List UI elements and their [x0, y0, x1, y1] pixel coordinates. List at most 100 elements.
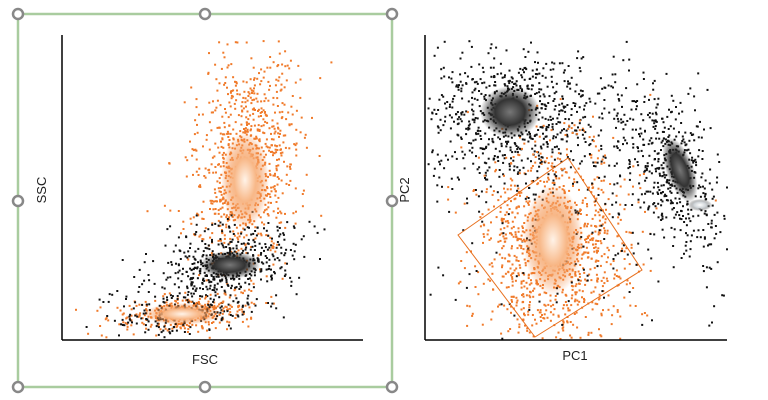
event-dot: [193, 133, 196, 136]
event-dot: [483, 161, 486, 164]
event-dot: [124, 322, 127, 325]
event-dot: [692, 133, 695, 136]
event-dot: [604, 202, 607, 205]
event-dot: [578, 66, 581, 69]
event-dot: [251, 108, 254, 111]
event-dot: [447, 198, 450, 201]
event-dot: [215, 106, 218, 109]
event-dot: [263, 132, 266, 135]
selection-box[interactable]: [16, 12, 394, 389]
event-dot: [557, 315, 560, 318]
event-dot: [478, 210, 481, 213]
event-dot: [196, 212, 199, 215]
event-dot: [595, 259, 598, 262]
event-dot: [163, 301, 166, 304]
event-dot: [702, 245, 705, 248]
event-dot: [311, 116, 313, 119]
event-dot: [583, 223, 586, 226]
event-dot: [628, 160, 631, 163]
event-dot: [316, 231, 319, 234]
event-dot: [599, 77, 602, 80]
event-dot: [120, 323, 123, 326]
event-dot: [180, 232, 182, 235]
resize-handle[interactable]: [11, 194, 25, 208]
event-dot: [680, 142, 683, 145]
event-dot: [248, 92, 251, 95]
event-dot: [264, 111, 266, 113]
resize-handle[interactable]: [385, 380, 399, 394]
event-dot: [596, 157, 599, 160]
event-dot: [710, 267, 713, 270]
event-dot: [711, 197, 714, 200]
event-dot: [622, 244, 625, 247]
resize-handle[interactable]: [198, 380, 212, 394]
event-dot: [213, 212, 216, 215]
event-dot: [209, 208, 211, 210]
event-dot: [652, 125, 655, 128]
event-dot: [553, 181, 556, 184]
event-dot: [669, 202, 672, 205]
event-dot: [207, 321, 210, 324]
event-dot: [562, 329, 565, 332]
event-dot: [596, 265, 599, 268]
event-dot: [663, 126, 666, 129]
event-dot: [583, 297, 585, 300]
event-dot: [619, 277, 622, 280]
event-dot: [242, 96, 245, 99]
event-dot: [305, 173, 308, 176]
event-dot: [591, 231, 594, 234]
event-dot: [289, 276, 292, 279]
event-dot: [536, 176, 539, 179]
event-dot: [502, 235, 505, 238]
event-dot: [214, 200, 217, 203]
event-dot: [515, 194, 518, 196]
event-dot: [562, 97, 564, 100]
event-dot: [600, 312, 603, 315]
event-dot: [631, 204, 634, 206]
event-dot: [578, 129, 581, 132]
event-dot: [471, 242, 474, 245]
event-dot: [272, 210, 275, 213]
event-dot: [627, 167, 630, 170]
gate[interactable]: [457, 157, 643, 338]
event-dot: [201, 295, 204, 298]
event-dot: [567, 309, 570, 312]
event-dot: [567, 127, 570, 130]
resize-handle[interactable]: [11, 380, 25, 394]
event-dot: [196, 123, 198, 126]
event-dot: [521, 230, 524, 233]
event-dot: [208, 168, 211, 171]
resize-handle[interactable]: [385, 194, 399, 208]
resize-handle[interactable]: [385, 7, 399, 21]
event-dot: [655, 137, 658, 140]
event-dot: [242, 107, 245, 110]
event-dot: [226, 219, 229, 222]
event-dot: [613, 183, 616, 186]
event-dot: [198, 235, 201, 238]
event-dot: [483, 224, 486, 227]
event-dot: [716, 176, 719, 179]
event-dot: [563, 128, 565, 131]
event-dot: [272, 61, 275, 64]
event-dot: [517, 331, 520, 334]
resize-handle[interactable]: [11, 7, 25, 21]
event-dot: [487, 278, 490, 281]
event-dot: [471, 108, 473, 111]
event-dot: [275, 307, 278, 310]
event-dot: [598, 232, 601, 235]
event-dot: [605, 277, 608, 280]
event-dot: [578, 273, 581, 275]
event-dot: [600, 129, 603, 132]
event-dot: [294, 81, 297, 84]
event-dot: [636, 83, 639, 86]
event-dot: [493, 84, 496, 87]
event-dot: [166, 329, 169, 332]
event-dot: [528, 294, 531, 297]
event-dot: [284, 212, 286, 215]
event-dot: [586, 188, 589, 191]
event-dot: [189, 278, 192, 281]
event-dot: [213, 188, 216, 191]
event-dot: [448, 210, 451, 213]
resize-handle[interactable]: [198, 7, 212, 21]
event-dot: [523, 138, 526, 141]
